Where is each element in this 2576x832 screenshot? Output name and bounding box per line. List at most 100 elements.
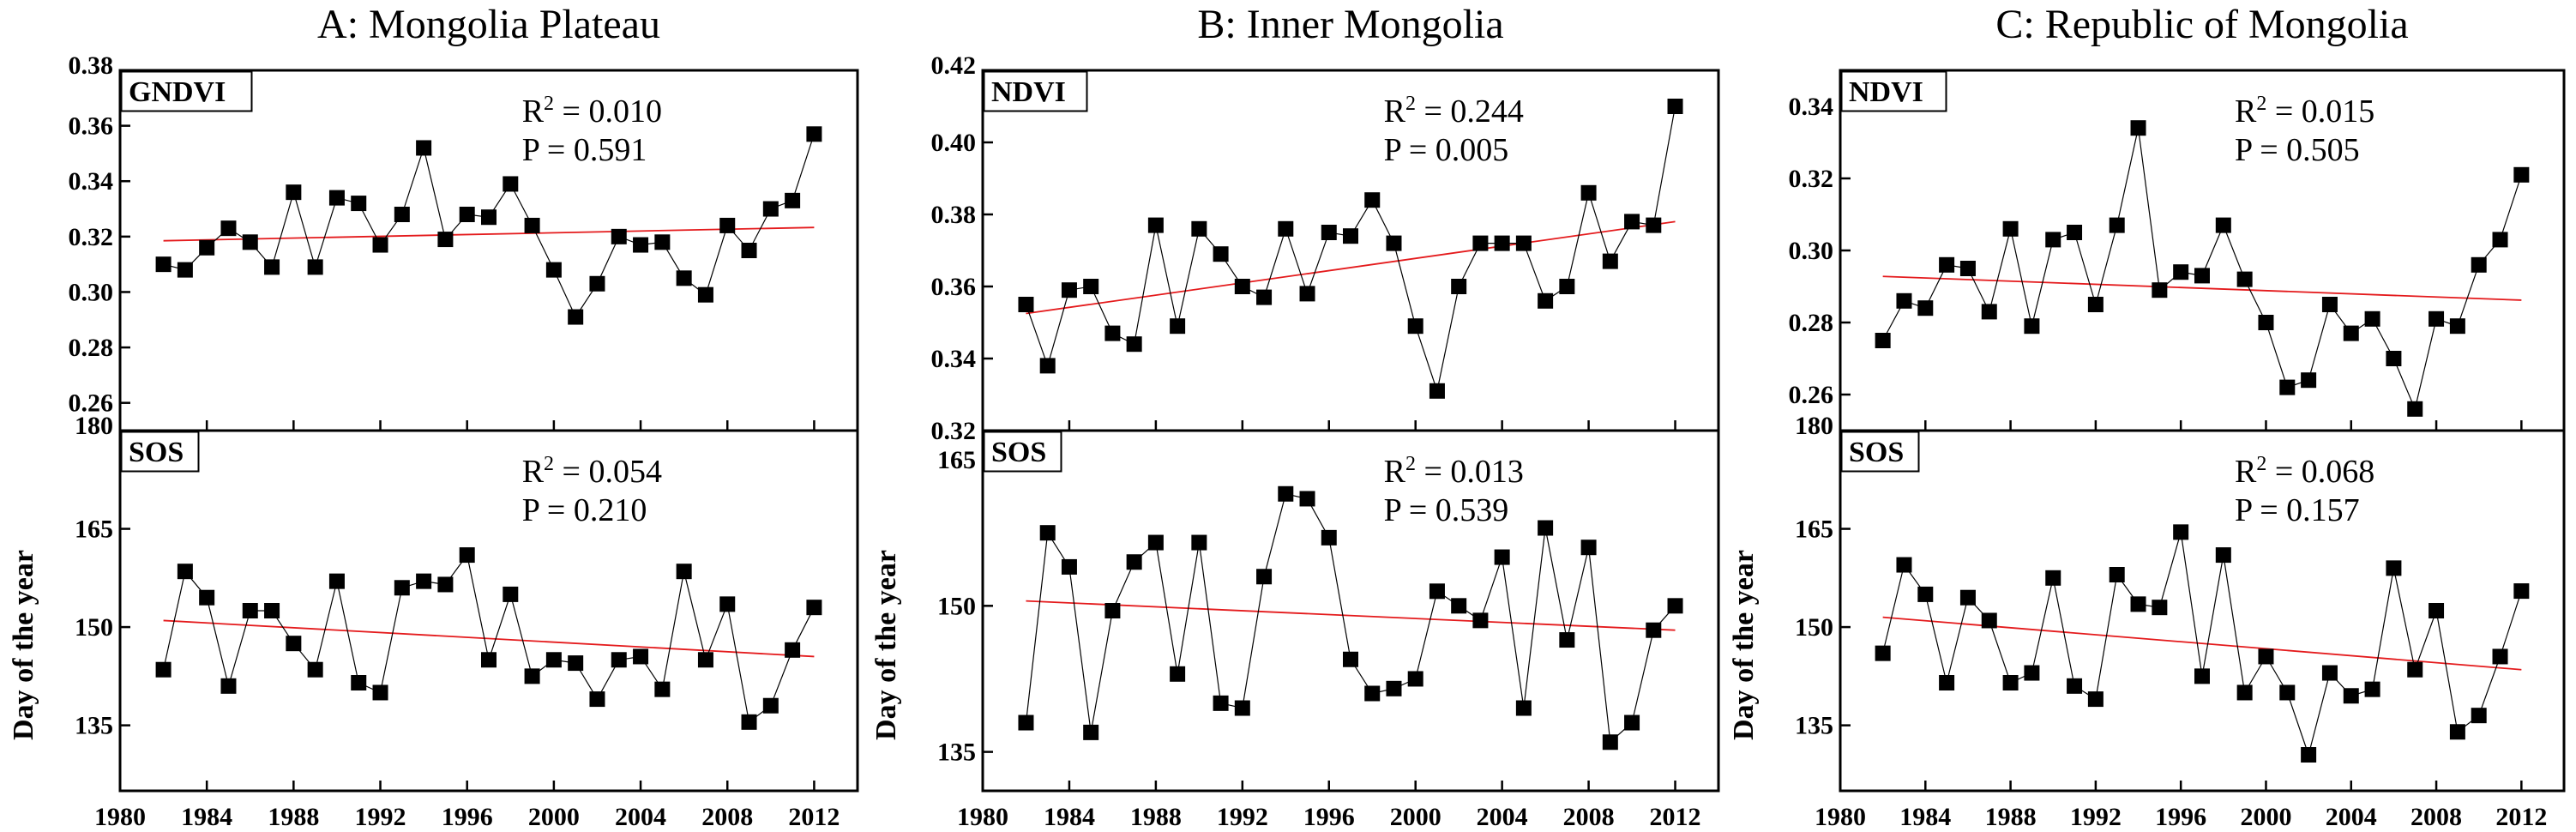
data-point <box>2386 351 2402 366</box>
y-tick-label: 0.28 <box>1789 309 1834 337</box>
data-point <box>2215 547 2231 564</box>
y-tick-label: 165 <box>937 446 976 474</box>
y-tick-label: 135 <box>75 712 113 740</box>
data-point <box>2429 310 2445 327</box>
r-squared-label: R2 = 0.054 <box>522 453 662 490</box>
data-point <box>589 275 605 292</box>
data-point <box>328 190 345 206</box>
data-point <box>1896 292 1912 309</box>
data-point <box>1407 671 1423 687</box>
panel-title: A: Mongolia Plateau <box>317 2 660 47</box>
data-point <box>416 140 432 156</box>
data-point <box>1386 680 1402 696</box>
data-point <box>199 239 215 256</box>
data-point <box>2301 372 2317 389</box>
trend-line <box>1026 220 1676 315</box>
x-tick-label: 1996 <box>2155 803 2206 831</box>
r-squared-label: R2 = 0.068 <box>2235 453 2374 490</box>
panel-2: B: Inner Mongolia 0.32 0.34 0.36 0.38 0.40 0.4… <box>870 2 1720 831</box>
data-point <box>328 573 345 589</box>
data-point <box>1170 666 1186 682</box>
data-point <box>2194 668 2210 684</box>
data-point <box>1126 336 1142 353</box>
r-squared-value: = 0.015 <box>2266 93 2374 130</box>
data-point <box>2152 600 2168 616</box>
data-point <box>762 201 779 217</box>
r-squared-exponent: 2 <box>1405 453 1416 475</box>
data-point <box>568 655 584 672</box>
p-value-label: P = 0.157 <box>2235 492 2360 528</box>
data-point <box>741 714 757 730</box>
data-point <box>2067 678 2083 694</box>
data-point <box>2407 401 2423 417</box>
x-tick-label: 1996 <box>1303 803 1355 831</box>
y-tick-label: 0.34 <box>931 345 977 373</box>
data-point <box>1896 557 1912 573</box>
x-tick-label: 2008 <box>1563 803 1615 831</box>
data-point <box>2513 166 2530 183</box>
p-value-label: P = 0.505 <box>2235 132 2360 168</box>
data-point <box>264 259 280 275</box>
tag-box <box>1840 70 1947 112</box>
data-point <box>2449 318 2465 335</box>
data-point <box>2301 747 2317 763</box>
p-value-label: P = 0.539 <box>1384 492 1509 528</box>
subplot-sos: 135 150 165 180 1980 1984 1988 1992 1996 2000 2004… <box>1728 412 2566 831</box>
y-tick-label: 0.32 <box>69 223 114 251</box>
tag-box <box>983 70 1088 112</box>
data-point <box>611 652 627 668</box>
data-point <box>1256 289 1273 305</box>
data-point <box>1213 246 1229 262</box>
data-point <box>1386 235 1402 251</box>
y-tick-label: 0.32 <box>931 417 977 445</box>
r-squared-exponent: 2 <box>2256 93 2266 115</box>
data-point <box>654 681 671 697</box>
data-point <box>1191 534 1207 551</box>
y-tick-label: 0.26 <box>69 389 114 418</box>
data-point <box>2109 567 2125 582</box>
data-point <box>806 126 822 142</box>
y-tick-label: 0.32 <box>1789 165 1834 193</box>
data-point <box>2364 681 2380 697</box>
x-tick-label: 1992 <box>355 803 406 831</box>
data-point <box>676 270 692 286</box>
data-point <box>1299 286 1315 302</box>
data-point <box>1667 598 1683 614</box>
data-point <box>568 309 584 325</box>
data-point <box>1875 645 1891 661</box>
x-tick-label: 1980 <box>94 803 146 831</box>
data-point <box>2429 603 2445 618</box>
data-point <box>372 237 388 253</box>
data-point <box>1126 554 1142 570</box>
r-squared-label: R2 = 0.013 <box>1384 453 1524 490</box>
y-tick-label: 0.42 <box>931 51 977 80</box>
data-point <box>1646 622 1662 638</box>
data-point <box>2471 256 2487 273</box>
x-tick-label: 2004 <box>1477 803 1528 831</box>
data-point <box>2471 708 2487 724</box>
subplot-tag: SOS <box>129 437 184 468</box>
data-point <box>264 603 280 618</box>
data-point <box>1191 220 1207 237</box>
r-squared-symbol: R <box>2235 454 2257 490</box>
r-squared-exponent: 2 <box>544 453 554 475</box>
trend-line <box>163 226 815 242</box>
r-squared-label: R2 = 0.244 <box>1384 93 1524 130</box>
data-point <box>437 576 454 593</box>
data-point <box>286 636 302 652</box>
p-value-label: P = 0.005 <box>1384 132 1509 168</box>
data-point <box>545 652 562 668</box>
tag-box <box>983 431 1062 473</box>
data-point <box>1602 734 1618 751</box>
data-point <box>437 232 454 248</box>
y-axis-title: Day of the year <box>8 550 39 740</box>
data-point <box>1147 534 1164 551</box>
data-point <box>1147 217 1164 233</box>
data-point <box>2236 684 2253 701</box>
data-point <box>2321 297 2338 312</box>
data-point <box>2087 297 2104 312</box>
data-point <box>1875 333 1891 348</box>
data-point <box>1451 279 1467 294</box>
data-point <box>2045 232 2061 248</box>
